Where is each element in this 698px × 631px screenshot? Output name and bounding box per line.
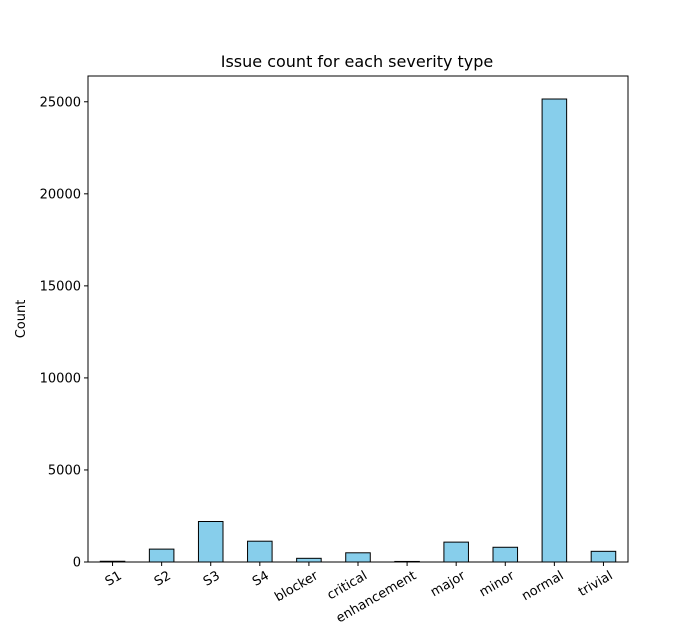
bars-group (99, 98, 617, 563)
bar-major (443, 541, 469, 563)
y-tick-label: 5000 (48, 463, 81, 478)
bar-S4 (247, 540, 273, 563)
y-tick-label: 25000 (40, 95, 81, 110)
bar-trivial (590, 550, 617, 563)
y-tick-label: 20000 (40, 187, 81, 202)
y-tick-label: 15000 (40, 279, 81, 294)
x-tick-label: major (428, 568, 469, 600)
x-tick-label: S4 (250, 568, 272, 589)
bar-normal (541, 98, 568, 563)
x-tick-label: S2 (152, 568, 174, 589)
x-tick-label: blocker (272, 568, 321, 605)
bar-blocker (296, 557, 322, 563)
y-axis-label: Count (14, 300, 29, 339)
plot-frame (87, 75, 629, 563)
y-axis-ticks: 0 5000 10000 15000 20000 25000 (40, 95, 88, 571)
x-tick-label: minor (477, 568, 518, 600)
chart-title: Issue count for each severity type (221, 52, 494, 71)
bar-S3 (197, 521, 224, 563)
bar-critical (345, 552, 371, 563)
x-tick-label: S1 (103, 568, 125, 589)
x-tick-label: S3 (201, 568, 223, 589)
x-tick-label: trivial (576, 568, 615, 599)
bar-S2 (148, 548, 175, 563)
y-tick-label: 0 (73, 556, 81, 571)
y-tick-label: 10000 (40, 371, 81, 386)
x-tick-label: normal (519, 568, 566, 604)
bar-minor (492, 546, 519, 563)
